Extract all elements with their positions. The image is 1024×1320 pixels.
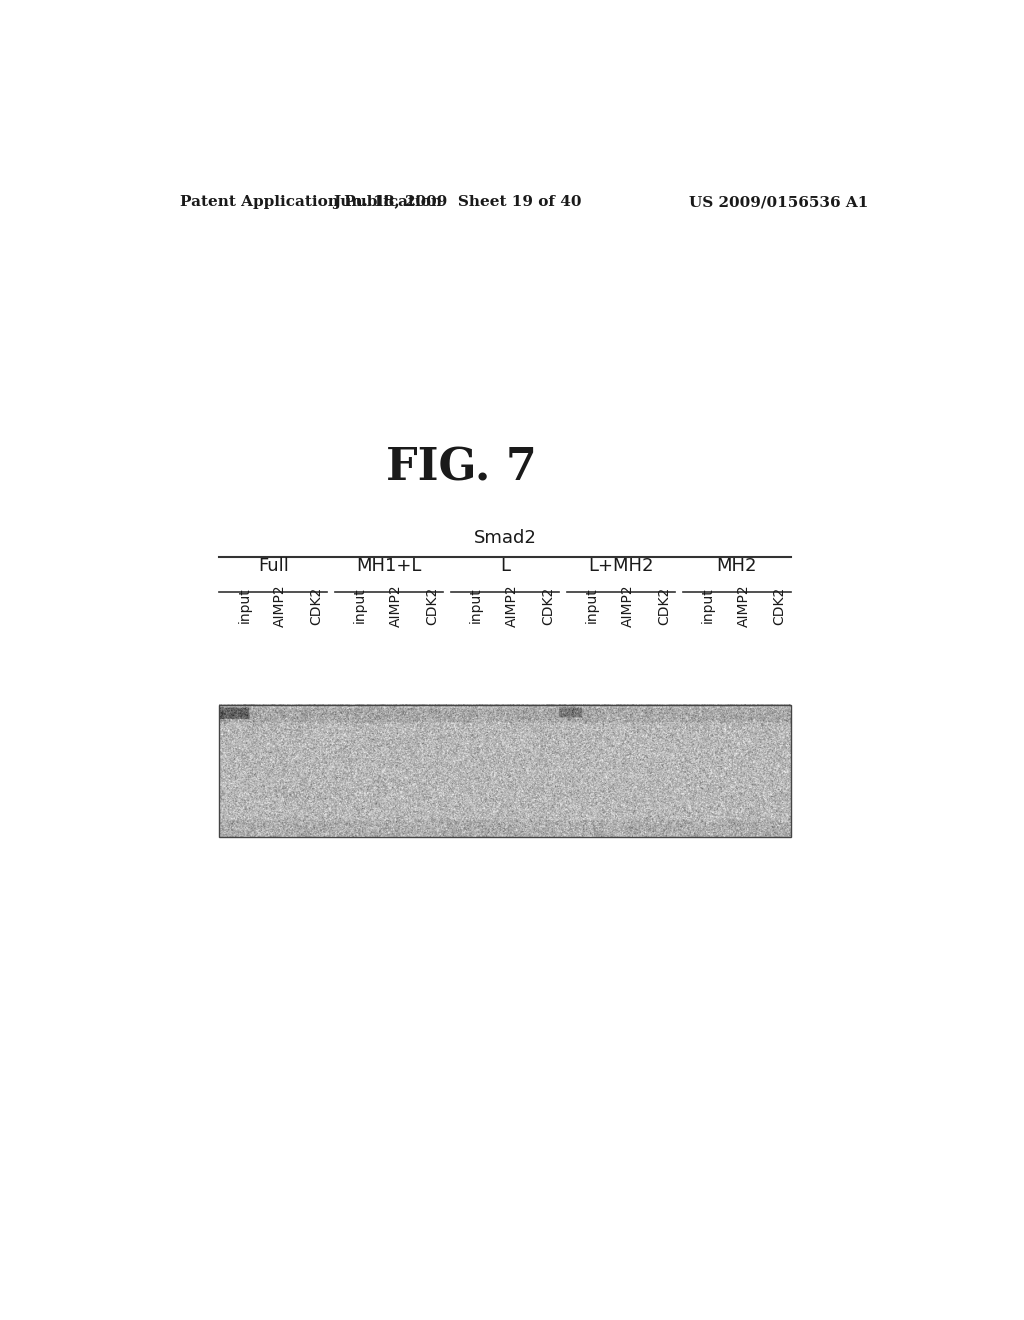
Text: input: input: [585, 587, 599, 623]
Text: AIMP2: AIMP2: [505, 585, 519, 627]
Text: Smad2: Smad2: [473, 529, 537, 546]
Text: CDK2: CDK2: [541, 586, 555, 624]
Text: AIMP2: AIMP2: [736, 585, 751, 627]
Text: input: input: [353, 587, 368, 623]
Text: CDK2: CDK2: [425, 586, 439, 624]
Text: L: L: [500, 557, 510, 576]
Text: input: input: [469, 587, 483, 623]
Text: L+MH2: L+MH2: [588, 557, 653, 576]
Text: CDK2: CDK2: [309, 586, 324, 624]
Text: US 2009/0156536 A1: US 2009/0156536 A1: [689, 195, 868, 209]
Text: input: input: [238, 587, 251, 623]
Text: AIMP2: AIMP2: [389, 585, 403, 627]
Text: AIMP2: AIMP2: [273, 585, 287, 627]
Text: input: input: [700, 587, 715, 623]
Text: Patent Application Publication: Patent Application Publication: [179, 195, 441, 209]
Text: MH1+L: MH1+L: [356, 557, 422, 576]
Text: Full: Full: [258, 557, 289, 576]
Text: FIG. 7: FIG. 7: [386, 447, 537, 490]
Text: CDK2: CDK2: [773, 586, 786, 624]
Text: AIMP2: AIMP2: [621, 585, 635, 627]
Text: CDK2: CDK2: [656, 586, 671, 624]
Text: MH2: MH2: [717, 557, 757, 576]
Text: Jun. 18, 2009  Sheet 19 of 40: Jun. 18, 2009 Sheet 19 of 40: [333, 195, 582, 209]
Bar: [219, 705, 791, 837]
